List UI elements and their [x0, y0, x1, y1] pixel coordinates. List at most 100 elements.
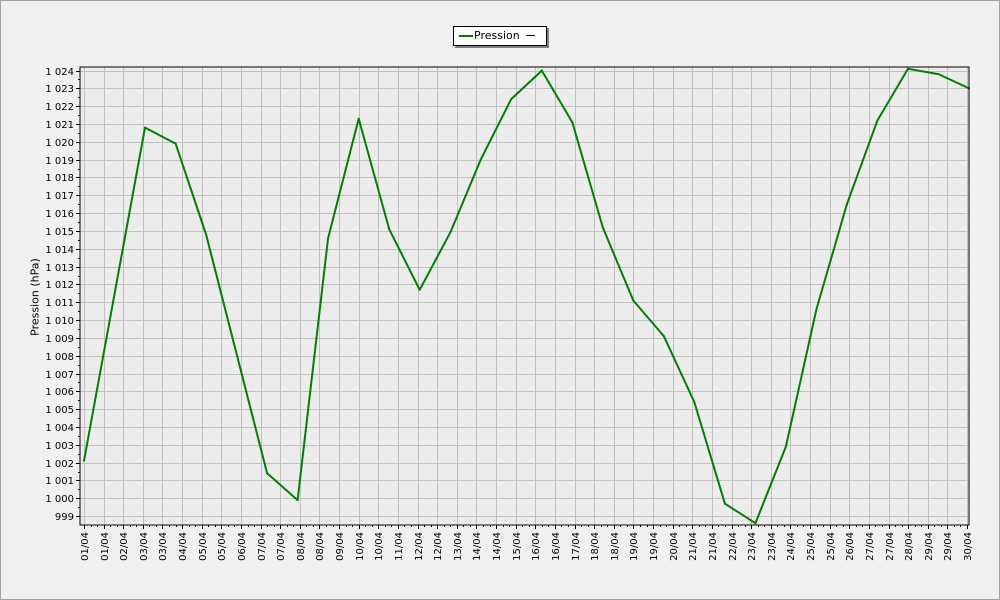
- data-point: [83, 459, 85, 462]
- x-tick-label: 11/04: [394, 532, 405, 561]
- x-tick-label: 02/04: [119, 532, 130, 561]
- y-tick-label: 1 008: [45, 352, 74, 363]
- plot-border: [79, 66, 970, 526]
- data-point: [693, 401, 696, 403]
- plot-area: [80, 67, 969, 525]
- x-tick-label: 21/04: [708, 532, 719, 561]
- x-tick-label: 28/04: [904, 532, 915, 561]
- legend-dash: [526, 35, 535, 36]
- legend-label: Pression: [474, 29, 520, 42]
- x-tick-label: 23/04: [747, 532, 758, 561]
- data-point: [540, 69, 543, 72]
- data-point: [845, 203, 848, 206]
- y-tick-label: 1 007: [45, 370, 74, 381]
- y-tick-label: 1 020: [45, 138, 74, 149]
- data-point: [571, 121, 574, 124]
- x-tick-label: 27/04: [885, 532, 896, 561]
- data-point: [479, 158, 482, 161]
- y-tick-label: 1 011: [45, 298, 74, 309]
- x-tick-label: 19/04: [649, 532, 660, 561]
- x-tick-label: 15/04: [512, 532, 523, 561]
- x-tick-label: 16/04: [531, 532, 542, 561]
- data-point: [174, 142, 177, 145]
- legend-swatch: [459, 35, 473, 37]
- data-point: [601, 226, 604, 229]
- y-tick-label: 1 001: [45, 476, 74, 487]
- x-tick-label: 18/04: [610, 532, 621, 561]
- x-tick-label: 13/04: [453, 532, 464, 561]
- x-tick-label: 01/04: [80, 532, 91, 561]
- data-point: [235, 352, 238, 355]
- x-tick-label: 12/04: [433, 532, 444, 561]
- series-layer: [83, 67, 970, 525]
- x-tick-label: 27/04: [865, 532, 876, 561]
- data-point: [205, 233, 208, 236]
- y-tick-label: 1 014: [45, 245, 74, 256]
- data-point: [876, 119, 879, 122]
- y-tick-label: 1 018: [45, 173, 74, 184]
- x-tick-label: 09/04: [335, 532, 346, 561]
- data-point: [937, 73, 940, 76]
- x-tick-label: 06/04: [237, 532, 248, 561]
- y-tick-label: 1 019: [45, 156, 74, 167]
- x-tick-label: 19/04: [629, 532, 640, 561]
- x-tick-label: 29/04: [943, 532, 954, 561]
- x-tick-label: 14/04: [492, 532, 503, 561]
- data-point: [815, 308, 818, 311]
- x-tick-label: 05/04: [217, 532, 228, 561]
- x-tick-label: 01/04: [100, 532, 111, 561]
- x-tick-label: 20/04: [669, 532, 680, 561]
- x-tick-label: 29/04: [924, 532, 935, 561]
- x-tick-label: 21/04: [688, 532, 699, 561]
- data-point: [266, 472, 269, 475]
- data-point: [723, 502, 726, 505]
- legend: Pression: [453, 26, 547, 46]
- x-tick-label: 07/04: [276, 532, 287, 561]
- y-tick-label: 1 016: [45, 209, 74, 220]
- y-tick-label: 1 012: [45, 280, 74, 291]
- x-tick-label: 04/04: [178, 532, 189, 561]
- x-axis: 01/04 01/04 02/04 03/04 03/04 04/04 05/04 05/04…: [80, 525, 974, 561]
- data-point: [327, 237, 330, 240]
- data-point: [632, 299, 635, 302]
- x-tick-label: 17/04: [571, 532, 582, 561]
- x-tick-label: 03/04: [139, 532, 150, 561]
- data-point: [296, 499, 299, 502]
- x-tick-label: 24/04: [786, 532, 797, 561]
- x-tick-label: 10/04: [374, 532, 385, 561]
- data-point: [662, 335, 665, 338]
- y-tick-label: 1 015: [45, 227, 74, 238]
- y-tick-label: 1 003: [45, 441, 74, 452]
- x-tick-label: 08/04: [296, 532, 307, 561]
- y-axis-title: Pression (hPa): [28, 258, 42, 336]
- x-tick-label: 26/04: [845, 532, 856, 561]
- x-tick-label: 05/04: [198, 532, 209, 561]
- x-tick-label: 22/04: [728, 532, 739, 561]
- y-tick-label: 999: [55, 512, 74, 523]
- y-tick-label: 1 013: [45, 263, 74, 274]
- x-tick-label: 08/04: [315, 532, 326, 561]
- x-tick-label: 12/04: [414, 532, 425, 561]
- y-tick-label: 1 022: [45, 102, 74, 113]
- data-point: [144, 126, 146, 129]
- x-tick-label: 25/04: [826, 532, 837, 561]
- y-tick-label: 1 024: [45, 67, 74, 78]
- y-tick-label: 1 002: [45, 459, 74, 470]
- x-tick-label: 18/04: [590, 532, 601, 561]
- x-tick-label: 07/04: [257, 532, 268, 561]
- y-axis: 999 1 000 1 001 1 002 1 003 1 004 1 005 1 006 1 …: [45, 67, 80, 523]
- x-tick-label: 25/04: [806, 532, 817, 561]
- x-tick-label: 10/04: [355, 532, 366, 561]
- x-tick-label: 30/04: [963, 532, 974, 561]
- x-tick-label: 03/04: [158, 532, 169, 561]
- data-point: [907, 67, 909, 70]
- x-tick-label: 14/04: [472, 532, 483, 561]
- x-tick-label: 23/04: [767, 532, 778, 561]
- data-point: [784, 445, 787, 448]
- y-tick-label: 1 006: [45, 387, 74, 398]
- y-tick-label: 1 023: [45, 84, 74, 95]
- x-tick-label: 16/04: [551, 532, 562, 561]
- data-point: [418, 288, 421, 291]
- y-tick-label: 1 021: [45, 120, 74, 131]
